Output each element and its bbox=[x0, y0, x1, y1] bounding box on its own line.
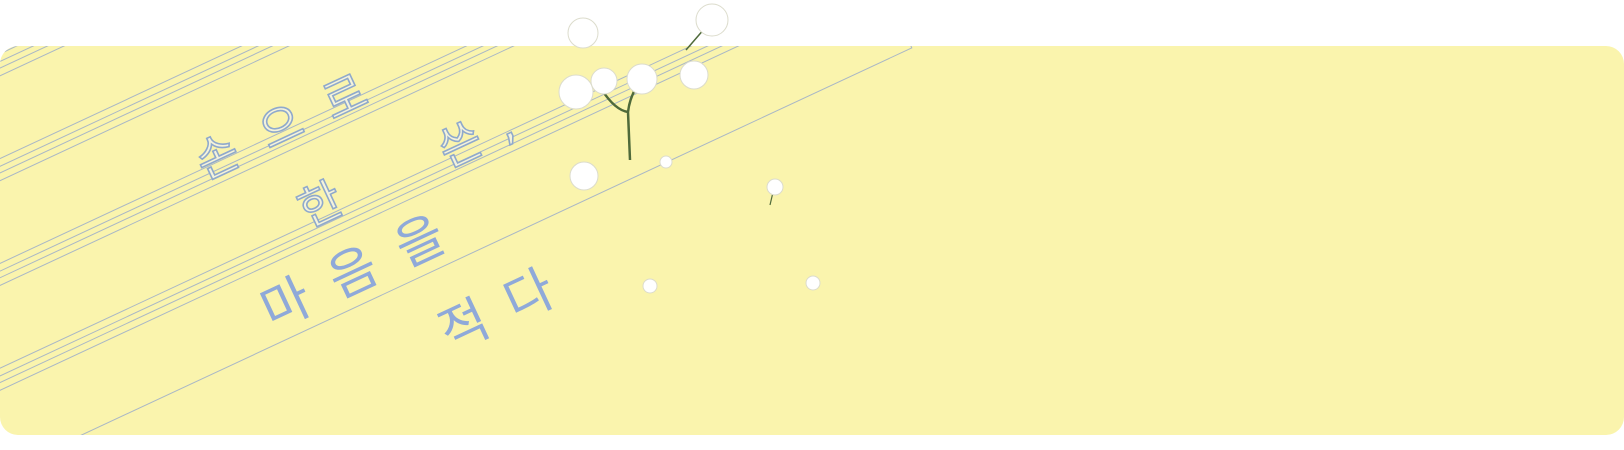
flowers bbox=[558, 3, 821, 294]
paper-background bbox=[0, 46, 1624, 435]
